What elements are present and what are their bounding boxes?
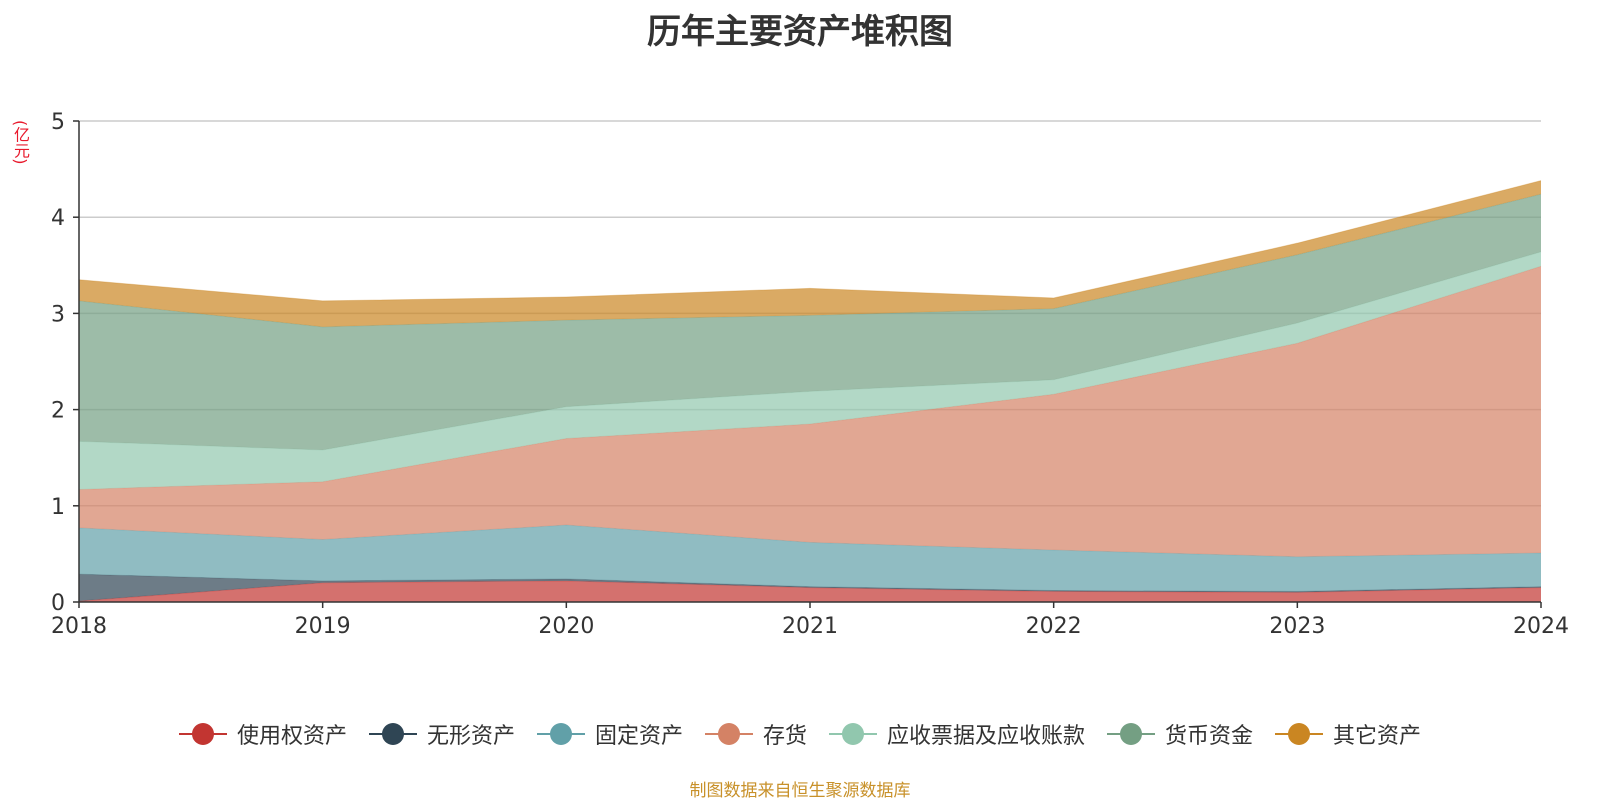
x-tick-label: 2022 xyxy=(1026,614,1082,639)
legend-marker-icon xyxy=(1275,722,1324,746)
legend-item-6[interactable]: 货币资金 xyxy=(1107,718,1253,750)
legend-marker-icon xyxy=(1107,722,1156,746)
x-tick-label: 2021 xyxy=(782,614,838,639)
y-tick-label: 1 xyxy=(51,495,65,520)
area-series xyxy=(78,180,1542,602)
data-source-note: 制图数据来自恒生聚源数据库 xyxy=(689,781,911,801)
y-tick-label: 3 xyxy=(51,302,65,327)
legend-item-7[interactable]: 其它资产 xyxy=(1275,718,1421,750)
x-tick-label: 2024 xyxy=(1513,614,1569,639)
legend-label: 固定资产 xyxy=(594,724,683,749)
area-series-2 xyxy=(79,574,1541,602)
legend-item-2[interactable]: 无形资产 xyxy=(368,718,515,750)
legend-label: 货币资金 xyxy=(1165,724,1254,749)
legend: 使用权资产 无形资产 固定资产 存货 应收票据及应收账款 货币资金 其它资产 xyxy=(0,718,1600,750)
series-line-7 xyxy=(78,180,1542,302)
y-axis-unit-label: (亿元) xyxy=(11,120,30,165)
x-tick-label: 2023 xyxy=(1269,614,1325,639)
x-tick-label: 2019 xyxy=(295,614,351,639)
area-series-5 xyxy=(79,251,1541,490)
chart-title: 历年主要资产堆积图 xyxy=(647,12,953,52)
legend-label: 存货 xyxy=(762,724,807,749)
y-tick-label: 4 xyxy=(51,206,65,231)
x-tick-label: 2018 xyxy=(51,614,107,639)
legend-marker-icon xyxy=(536,722,585,746)
y-tick-label: 2 xyxy=(51,399,65,424)
y-tick-label: 5 xyxy=(51,110,65,135)
area-series-4 xyxy=(79,266,1541,557)
area-series-7 xyxy=(79,180,1541,327)
x-tick-label: 2020 xyxy=(538,614,594,639)
legend-label: 无形资产 xyxy=(426,724,515,749)
legend-marker-icon xyxy=(704,722,753,746)
legend-item-1[interactable]: 使用权资产 xyxy=(178,718,347,750)
area-series-1 xyxy=(79,580,1541,602)
legend-item-4[interactable]: 存货 xyxy=(704,718,807,750)
legend-marker-icon xyxy=(368,722,417,746)
legend-label: 应收票据及应收账款 xyxy=(887,724,1086,749)
legend-item-5[interactable]: 应收票据及应收账款 xyxy=(829,718,1085,750)
y-tick-label: 0 xyxy=(51,591,65,616)
legend-item-3[interactable]: 固定资产 xyxy=(536,718,683,750)
legend-label: 其它资产 xyxy=(1333,724,1422,749)
area-series-3 xyxy=(79,525,1541,592)
area-series-6 xyxy=(79,194,1541,451)
legend-label: 使用权资产 xyxy=(236,724,347,749)
legend-marker-icon xyxy=(829,722,877,746)
axes: 0 1 2 3 4 5 2018 2019 2020 2021 2022 2023 2024 xyxy=(51,110,1569,639)
legend-marker-icon xyxy=(178,722,227,746)
